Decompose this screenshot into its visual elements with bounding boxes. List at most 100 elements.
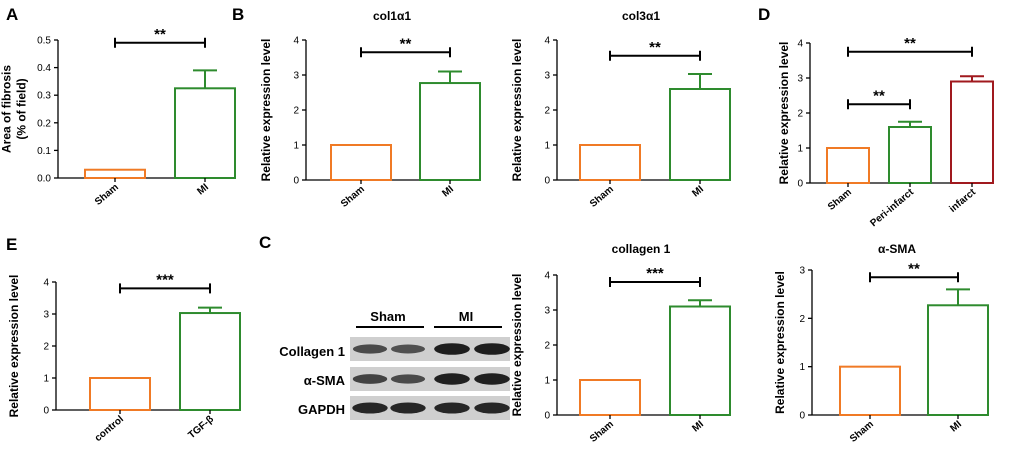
y-tick-label: 0 bbox=[797, 179, 803, 190]
y-tick-label: 4 bbox=[797, 39, 803, 50]
blot-row-label-collagen1: Collagen 1 bbox=[279, 344, 345, 359]
chart-col1a1: 0 1 2 3 4 Relative expression level col1α1 Sham… bbox=[259, 9, 481, 210]
y-tick-label: 4 bbox=[43, 278, 49, 289]
blot-band bbox=[434, 373, 470, 385]
bar-mi bbox=[927, 304, 989, 416]
y-axis-label: Relative expression level bbox=[7, 275, 21, 418]
x-tick-label: MI bbox=[948, 419, 964, 435]
blot-band bbox=[390, 402, 426, 414]
x-tick-label: Peri-infarct bbox=[868, 186, 916, 229]
chart-tgfb-expression: 0 1 2 3 4 Relative expression level control TGF… bbox=[7, 271, 241, 444]
x-tick-label: MI bbox=[440, 184, 456, 200]
x-tick-label: TGF-β bbox=[186, 414, 216, 441]
y-tick-label: 1 bbox=[544, 141, 550, 152]
y-tick-label: 2 bbox=[797, 109, 803, 120]
blot-band bbox=[352, 402, 388, 414]
blot-band bbox=[434, 402, 470, 414]
bar-mi bbox=[419, 82, 481, 181]
y-tick-label: 1 bbox=[797, 144, 803, 155]
y-tick-label: 0.0 bbox=[37, 174, 51, 185]
panel-letter-a: A bbox=[6, 5, 18, 24]
x-tick-label: control bbox=[93, 414, 126, 444]
chart-title: col1α1 bbox=[373, 9, 411, 23]
panel-letter-c: C bbox=[259, 233, 271, 252]
bar-mi bbox=[174, 87, 236, 179]
chart-title: α-SMA bbox=[878, 242, 916, 256]
chart-regional-expression: 0 1 2 3 4 Relative expression level Sham Peri-i… bbox=[777, 35, 994, 229]
bar-tgf- bbox=[179, 312, 241, 412]
y-axis-label: Relative expression level bbox=[510, 39, 524, 182]
x-tick-label: Sham bbox=[588, 419, 616, 445]
blot-row-label-gapdh: GAPDH bbox=[298, 402, 345, 417]
blot-band bbox=[434, 343, 470, 355]
western-blot: Sham MI Collagen 1 α-SMA GAPDH bbox=[279, 309, 510, 420]
significance-label: *** bbox=[646, 265, 664, 282]
x-tick-label: Sham bbox=[588, 184, 616, 210]
bar-sham bbox=[330, 144, 392, 181]
blot-band bbox=[352, 344, 388, 354]
y-tick-label: 2 bbox=[293, 106, 299, 117]
y-tick-label: 0.1 bbox=[37, 146, 51, 157]
y-axis-label: Area of fibrosis bbox=[0, 65, 14, 153]
y-tick-label: 4 bbox=[544, 36, 550, 47]
bar-peri-infarct bbox=[888, 126, 932, 184]
y-tick-label: 0.4 bbox=[37, 63, 51, 74]
bar-mi bbox=[669, 88, 731, 181]
y-tick-label: 3 bbox=[797, 74, 803, 85]
blot-band bbox=[474, 343, 510, 355]
y-tick-label: 3 bbox=[544, 71, 550, 82]
panel-letter-d: D bbox=[758, 5, 770, 24]
y-tick-label: 3 bbox=[43, 310, 49, 321]
x-tick-label: MI bbox=[195, 182, 211, 198]
y-tick-label: 0.5 bbox=[37, 36, 51, 47]
significance-label: ** bbox=[400, 35, 412, 52]
bar-sham bbox=[579, 144, 641, 181]
y-tick-label: 1 bbox=[799, 362, 805, 373]
y-tick-label: 0 bbox=[544, 411, 550, 422]
y-tick-label: 4 bbox=[293, 36, 299, 47]
significance-label: ** bbox=[154, 26, 166, 43]
bar-control bbox=[89, 377, 151, 411]
y-axis-label: Relative expression level bbox=[777, 42, 791, 185]
bar-sham bbox=[839, 365, 901, 416]
panel-letter-b: B bbox=[232, 5, 244, 24]
y-tick-label: 0.3 bbox=[37, 91, 51, 102]
chart-asma: 0 1 2 3 Relative expression level α-SMA Sham MI… bbox=[773, 242, 989, 445]
y-axis-label: Relative expression level bbox=[510, 274, 524, 417]
bar-sham bbox=[84, 168, 146, 180]
chart-title: col3α1 bbox=[622, 9, 660, 23]
x-tick-label: Sham bbox=[93, 182, 121, 208]
y-tick-label: 2 bbox=[544, 341, 550, 352]
bar-infarct bbox=[950, 80, 994, 184]
y-tick-label: 1 bbox=[293, 141, 299, 152]
y-tick-label: 1 bbox=[544, 376, 550, 387]
x-tick-label: Sham bbox=[339, 184, 367, 210]
chart-col3a1: 0 1 2 3 4 Relative expression level col3α1 Sham… bbox=[510, 9, 731, 210]
blot-row-label-asma: α-SMA bbox=[304, 373, 346, 388]
bar-mi bbox=[669, 305, 731, 416]
y-tick-label: 3 bbox=[293, 71, 299, 82]
x-tick-label: Sham bbox=[826, 187, 854, 213]
y-tick-label: 3 bbox=[799, 266, 805, 277]
blot-band bbox=[352, 374, 388, 384]
y-tick-label: 0 bbox=[43, 406, 49, 417]
blot-band bbox=[474, 402, 510, 414]
y-tick-label: 0.2 bbox=[37, 118, 51, 129]
blot-group-mi: MI bbox=[459, 309, 473, 324]
y-tick-label: 1 bbox=[43, 374, 49, 385]
chart-title: collagen 1 bbox=[612, 242, 671, 256]
y-tick-label: 0 bbox=[293, 176, 299, 187]
chart-collagen1: 0 1 2 3 4 Relative expression level collagen 1… bbox=[510, 242, 731, 445]
y-axis-label: Relative expression level bbox=[259, 39, 273, 182]
y-tick-label: 2 bbox=[544, 106, 550, 117]
panel-letter-e: E bbox=[6, 235, 17, 254]
blot-band bbox=[474, 373, 510, 385]
y-tick-label: 4 bbox=[544, 271, 550, 282]
y-tick-label: 2 bbox=[43, 342, 49, 353]
y-tick-label: 2 bbox=[799, 314, 805, 325]
y-axis-label: (% of field) bbox=[15, 78, 29, 139]
significance-label: ** bbox=[649, 39, 661, 56]
significance-label: ** bbox=[904, 35, 916, 52]
y-tick-label: 0 bbox=[544, 176, 550, 187]
